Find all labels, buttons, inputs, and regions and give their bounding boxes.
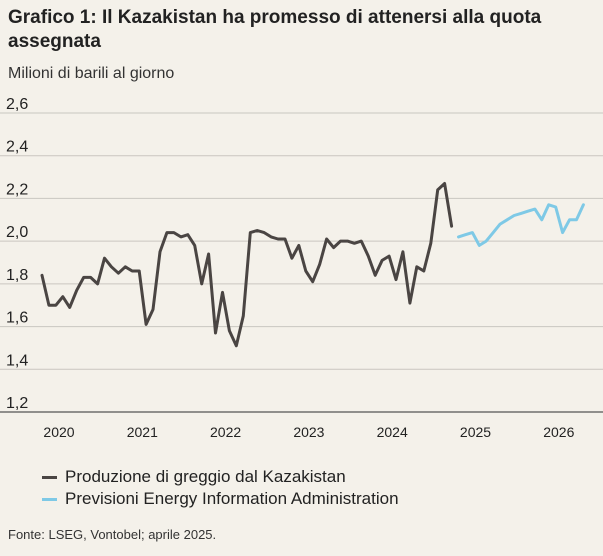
series-line-forecast [457,203,585,247]
y-tick-label: 2,4 [6,139,28,156]
x-tick-label: 2023 [293,424,324,440]
y-tick-label: 2,0 [6,224,28,241]
y-tick-labels: 1,2 1,4 1,6 1,8 2,0 2,2 2,4 2,6 [6,96,28,412]
gridlines [0,112,603,413]
legend-swatch-production [42,475,57,479]
legend-label-forecast: Previsioni Energy Information Administra… [65,489,399,508]
legend-label-production: Produzione di greggio dal Kazakistan [65,467,346,486]
y-tick-label: 1,8 [6,267,28,284]
y-tick-label: 2,6 [6,96,28,113]
x-tick-label: 2020 [43,424,74,440]
legend-item-production: Produzione di greggio dal Kazakistan [42,466,399,488]
series-line-production [40,182,454,348]
y-axis-unit-label: Milioni di barili al giorno [8,65,175,82]
x-tick-label: 2025 [460,424,491,440]
x-tick-labels: 2020 2021 2022 2023 2024 2025 2026 [43,424,574,440]
y-tick-label: 1,4 [6,352,28,369]
legend-swatch-forecast [42,497,57,501]
legend: Produzione di greggio dal Kazakistan Pre… [42,466,399,510]
legend-item-forecast: Previsioni Energy Information Administra… [42,488,399,510]
x-tick-label: 2021 [127,424,158,440]
source-note: Fonte: LSEG, Vontobel; aprile 2025. [8,527,217,542]
x-tick-label: 2022 [210,424,241,440]
series-lines [40,182,585,348]
x-tick-label: 2026 [543,424,574,440]
chart-title: Grafico 1: Il Kazakistan ha promesso di … [8,7,542,52]
y-tick-label: 1,2 [6,395,28,412]
x-tick-label: 2024 [377,424,408,440]
y-tick-label: 2,2 [6,181,28,198]
y-tick-label: 1,6 [6,310,28,327]
